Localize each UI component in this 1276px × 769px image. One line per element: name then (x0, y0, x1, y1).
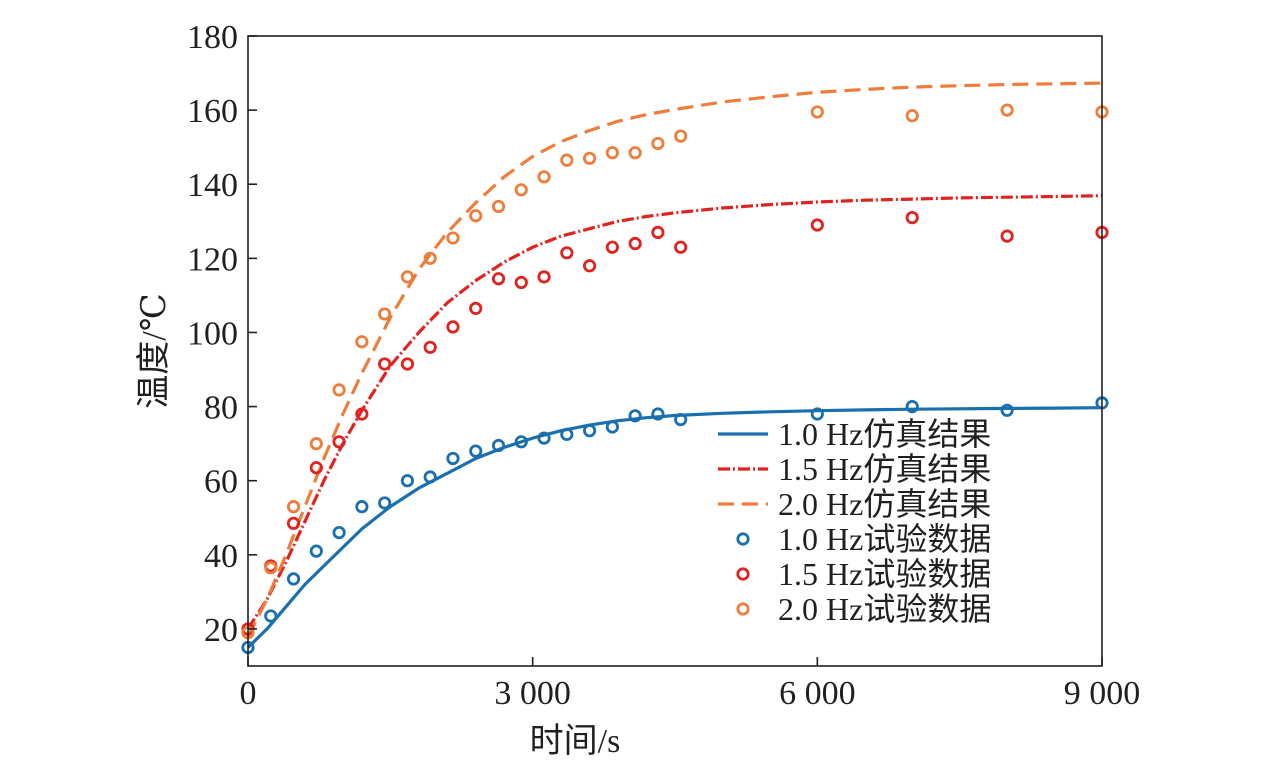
legend-entry-5-swatch (736, 567, 750, 581)
series-5-point (628, 236, 642, 251)
legend-entry-6-label: 2.0 Hz试验数据 (778, 591, 991, 627)
series-4-point (628, 409, 642, 423)
series-4-point (332, 525, 346, 540)
series-4-point (286, 572, 301, 586)
y-tick-label: 20 (204, 612, 238, 649)
y-tick-label: 80 (204, 390, 238, 427)
series-6-point (400, 270, 415, 284)
x-tick-label: 0 (240, 675, 257, 712)
series-6-point (582, 151, 597, 165)
series-4-point (423, 470, 437, 484)
series-6-point (491, 199, 506, 214)
y-tick-label: 120 (187, 241, 238, 278)
legend-entry-6-swatch (736, 602, 750, 616)
x-axis-title: 时间/s (530, 723, 621, 760)
legend-entry-4-label: 1.0 Hz试验数据 (778, 521, 991, 557)
series-4-point (491, 438, 506, 453)
series-6-point (651, 136, 665, 151)
y-tick-label: 60 (204, 464, 238, 501)
series-6-point (378, 307, 392, 321)
series-6-point (446, 231, 460, 245)
series-4-point (400, 474, 415, 488)
series-3-line (246, 81, 1103, 638)
series-5-point (537, 270, 551, 284)
series-5-point (582, 259, 597, 273)
series-4-point (651, 407, 665, 421)
series-6-point (1000, 103, 1014, 117)
series-5-point (810, 218, 824, 232)
legend-entry-2-label: 1.5 Hz仿真结果 (778, 451, 991, 487)
series-5-point (423, 340, 437, 354)
series-5-point (905, 210, 919, 225)
series-5-point (355, 407, 369, 421)
series-2-line (246, 194, 1103, 630)
series-4-point (264, 609, 278, 623)
series-4-point (905, 399, 919, 414)
series-5-point (400, 357, 415, 371)
series-4-point (582, 424, 597, 438)
series-6-point (423, 251, 437, 265)
legend-entry-5-label: 1.5 Hz试验数据 (778, 556, 991, 592)
series-4-point (1000, 403, 1014, 417)
series-5-point (469, 301, 483, 315)
series-4-point (469, 444, 483, 458)
x-tick-label: 6 000 (779, 675, 856, 712)
series-4-point (537, 431, 551, 445)
series-6-point (264, 561, 278, 575)
y-tick-label: 180 (187, 19, 238, 56)
series-4-point (309, 544, 323, 558)
series-5-point (309, 461, 323, 475)
series-layer (241, 81, 1109, 655)
series-6-point (469, 209, 483, 223)
series-6-point (810, 105, 824, 119)
series-5-point (332, 435, 346, 449)
series-5-point (491, 272, 506, 286)
series-6-point (537, 170, 551, 184)
series-5-point (286, 516, 301, 530)
series-1-line (246, 406, 1103, 649)
series-6-point (332, 383, 346, 397)
series-4-point (810, 407, 824, 421)
series-5-point (605, 240, 619, 254)
series-5-point (560, 246, 574, 260)
y-tick-label: 140 (187, 167, 238, 204)
series-5-point (446, 320, 460, 334)
series-6-point (286, 500, 301, 514)
series-5-point (378, 357, 392, 371)
series-5-point (674, 240, 688, 254)
series-4-point (560, 427, 574, 441)
y-tick-label: 100 (187, 315, 238, 352)
series-4-point (514, 435, 528, 449)
series-4-point (446, 451, 460, 466)
series-6-point (674, 129, 688, 143)
axes-layer: 0 3 000 6 000 9 000 20 40 60 80 100 120 140 160 180 时… (135, 19, 1140, 760)
series-6-point (628, 146, 642, 160)
y-tick-label: 160 (187, 93, 238, 130)
series-6-point (514, 183, 528, 197)
series-6-point (355, 335, 369, 349)
y-tick-label: 40 (204, 538, 238, 575)
series-6-point (560, 153, 574, 167)
series-5-point (514, 275, 528, 290)
legend-entry-3-label: 2.0 Hz仿真结果 (778, 486, 991, 522)
series-5-point (651, 225, 665, 240)
legend-entry-1-label: 1.0 Hz仿真结果 (778, 416, 991, 452)
series-6-point (309, 437, 323, 451)
series-4-point (605, 420, 619, 434)
series-4-point (378, 496, 392, 510)
plot-frame (247, 35, 1103, 667)
x-tick-label: 9 000 (1064, 675, 1141, 712)
y-axis-title: 温度/℃ (135, 293, 173, 408)
series-4-point (674, 412, 688, 427)
series-6-point (905, 109, 919, 123)
series-4-point (355, 500, 369, 514)
x-tick-label: 3 000 (494, 675, 571, 712)
series-6-point (605, 146, 619, 160)
series-5-point (1000, 229, 1014, 243)
legend-entry-4-swatch (736, 532, 750, 546)
